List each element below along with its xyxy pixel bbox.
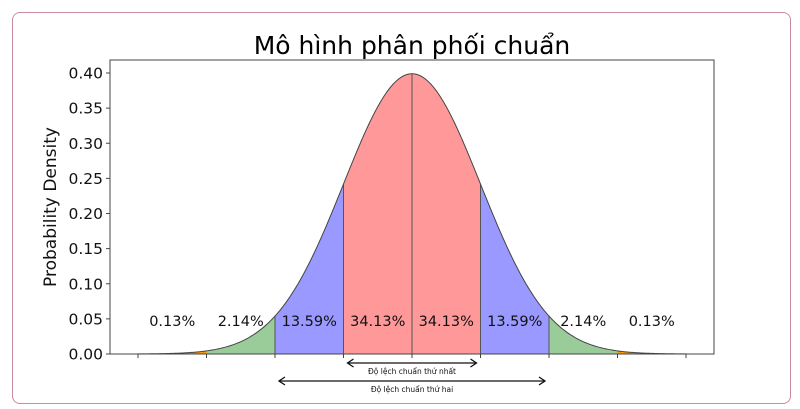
y-tick-label: 0.10 — [68, 275, 103, 293]
sigma-divider-lines — [274, 73, 550, 354]
y-tick-label: 0.20 — [68, 205, 103, 223]
y-tick-label: 0.25 — [68, 170, 103, 188]
x-axis-ticks — [137, 354, 687, 358]
y-axis-ticks: 0.00 0.05 0.10 0.15 0.20 0.25 0.30 0.35 0.40 — [68, 65, 110, 364]
percentage-label: 0.13% — [149, 314, 195, 330]
percentage-label: 13.59% — [282, 314, 337, 330]
percentage-label: 0.13% — [629, 314, 675, 330]
region-7 — [617, 350, 686, 354]
annotation-label: Độ lệch chuẩn thứ nhất — [368, 367, 456, 376]
percentage-label: 13.59% — [487, 314, 542, 330]
region-4 — [412, 73, 481, 355]
density-curve — [137, 73, 687, 355]
percentage-label: 34.13% — [350, 314, 405, 330]
y-tick-label: 0.40 — [68, 65, 103, 83]
std-dev-annotations: Độ lệch chuẩn thứ nhất Độ lệch chuẩn thứ … — [277, 358, 547, 394]
percentage-label: 2.14% — [218, 314, 264, 330]
y-tick-label: 0.30 — [68, 135, 103, 153]
y-tick-label: 0.35 — [68, 100, 103, 118]
annotation-label: Độ lệch chuẩn thứ hai — [371, 385, 453, 394]
y-tick-label: 0.00 — [68, 346, 103, 364]
y-tick-label: 0.05 — [68, 310, 103, 328]
region-3 — [343, 73, 412, 355]
region-0 — [138, 350, 207, 354]
percentage-label: 34.13% — [419, 314, 474, 330]
y-tick-label: 0.15 — [68, 240, 103, 258]
y-axis-label: Probability Density — [41, 127, 61, 287]
percentage-label: 2.14% — [560, 314, 606, 330]
region-6 — [549, 316, 618, 354]
chart-title: Mô hình phân phối chuẩn — [254, 31, 571, 60]
percentage-labels: 0.13% 2.14% 13.59% 34.13% 34.13% 13.59% 2.14% 0… — [149, 314, 675, 330]
region-1 — [206, 316, 275, 354]
